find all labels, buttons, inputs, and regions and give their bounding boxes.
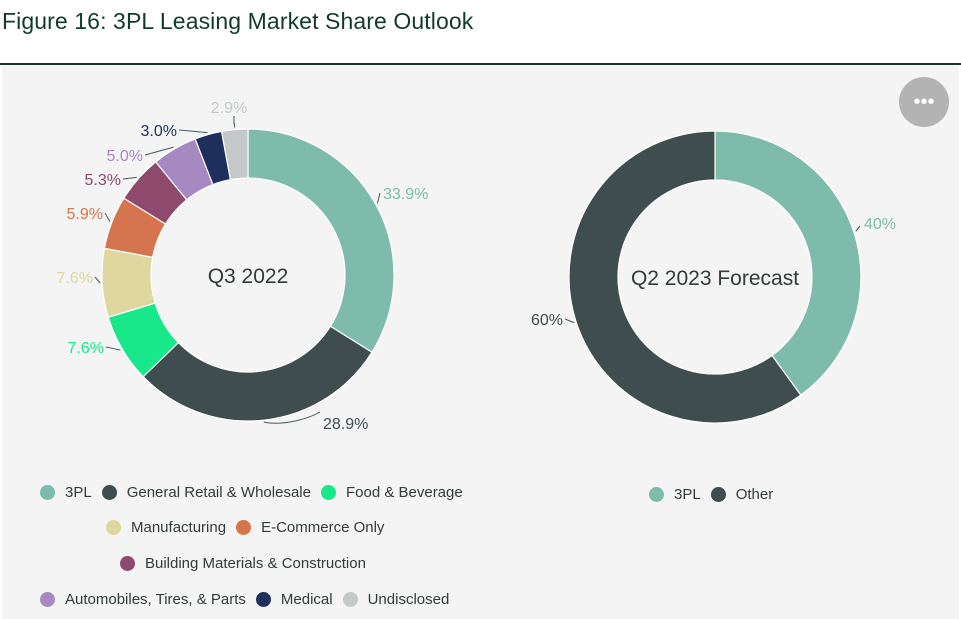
legend-swatch <box>320 485 336 500</box>
slice-other[interactable] <box>568 130 802 424</box>
legend-swatch <box>236 520 252 535</box>
title-divider <box>0 63 961 65</box>
legend-label: Undisclosed <box>367 591 450 608</box>
data-label-building-materials-construction: 5.3% <box>85 172 121 189</box>
legend-label: Medical <box>280 591 333 608</box>
leader-line-automobiles-tires-parts <box>144 146 174 156</box>
legend2-row-1: 3PL Other <box>649 486 773 503</box>
data-label-3pl: 40% <box>864 216 896 233</box>
legend-row-2: Manufacturing E-Commerce Only <box>106 519 384 536</box>
legend-swatch <box>649 487 664 502</box>
data-label-e-commerce-only: 5.9% <box>67 206 103 223</box>
legend-label: Building Materials & Construction <box>145 555 366 572</box>
leader-line-3pl <box>855 225 861 232</box>
slice-3pl[interactable] <box>247 128 395 354</box>
legend-item-manufacturing[interactable]: Manufacturing <box>106 519 226 536</box>
data-label-undisclosed: 2.9% <box>211 100 247 117</box>
leader-line-building-materials-construction <box>122 176 137 180</box>
data-label-3pl: 33.9% <box>383 186 428 203</box>
legend-swatch <box>342 592 358 607</box>
leader-line-medical <box>178 129 208 134</box>
center-label: Q2 2023 Forecast <box>631 267 799 290</box>
leader-line-undisclosed <box>233 116 236 128</box>
legend-swatch <box>106 520 121 535</box>
figure-title: Figure 16: 3PL Leasing Market Share Outl… <box>2 8 474 34</box>
legend-item-3pl[interactable]: 3PL <box>40 484 92 501</box>
leader-line-manufacturing <box>94 276 101 284</box>
legend-swatch <box>120 556 135 571</box>
legend-item-e-commerce-only[interactable]: E-Commerce Only <box>236 519 384 536</box>
data-label-automobiles-tires-parts: 5.0% <box>107 148 143 165</box>
legend-item-building-materials-construction[interactable]: Building Materials & Construction <box>120 555 366 572</box>
legend-item-food-beverage[interactable]: Food & Beverage <box>320 484 463 501</box>
legend-swatch <box>40 485 55 500</box>
legend-item-other[interactable]: Other <box>710 486 774 503</box>
legend-row-1: 3PL General Retail & Wholesale Food & Beve… <box>40 484 463 501</box>
legend-row-3: Building Materials & Construction <box>120 555 366 572</box>
legend-swatch <box>710 487 726 502</box>
leader-line-e-commerce-only <box>104 212 111 222</box>
legend-item-3pl[interactable]: 3PL <box>649 486 701 503</box>
legend-swatch <box>101 485 117 500</box>
data-label-other: 60% <box>531 312 563 329</box>
legend-label: E-Commerce Only <box>261 519 385 536</box>
leader-line-food-beverage <box>105 346 121 351</box>
center-label: Q3 2022 <box>208 265 289 288</box>
legend-label: Food & Beverage <box>345 484 463 501</box>
data-label-general-retail-wholesale: 28.9% <box>323 416 368 433</box>
slice-general-retail-wholesale[interactable] <box>142 325 373 422</box>
legend-row-4: Automobiles, Tires, & Parts Medical Undisc… <box>40 591 449 608</box>
legend-label: General Retail & Wholesale <box>126 484 311 501</box>
donut-chart-1: 33.9% 28.9% 7.6% 7.6% 5.9% 5.3% 5.0% 3.0% 2.9% Q3… <box>57 100 429 433</box>
more-options-button[interactable]: ••• <box>899 77 949 127</box>
legend-label: 3PL <box>674 486 701 503</box>
slice-3pl[interactable] <box>714 130 862 396</box>
legend-label: Manufacturing <box>131 519 227 536</box>
legend-item-general-retail-wholesale[interactable]: General Retail & Wholesale <box>101 484 311 501</box>
data-label-medical: 3.0% <box>141 123 177 140</box>
legend-label: 3PL <box>65 484 92 501</box>
donut-chart-2: 40% 60% Q2 2023 Forecast <box>531 130 896 424</box>
data-label-food-beverage: 7.6% <box>68 340 104 357</box>
legend-label: Automobiles, Tires, & Parts <box>65 591 246 608</box>
legend-swatch <box>40 592 55 607</box>
legend-item-undisclosed[interactable]: Undisclosed <box>342 591 450 608</box>
legend-swatch <box>255 592 271 607</box>
legend-item-medical[interactable]: Medical <box>255 591 333 608</box>
leader-line-general-retail-wholesale <box>263 411 321 424</box>
more-horizontal-icon: ••• <box>913 91 935 113</box>
data-label-manufacturing: 7.6% <box>57 270 93 287</box>
slice-undisclosed[interactable] <box>220 128 249 181</box>
leader-line-3pl <box>376 192 381 204</box>
legend-item-automobiles-tires-parts[interactable]: Automobiles, Tires, & Parts <box>40 591 246 608</box>
leader-line-other <box>564 318 575 324</box>
legend-label: Other <box>735 486 774 503</box>
